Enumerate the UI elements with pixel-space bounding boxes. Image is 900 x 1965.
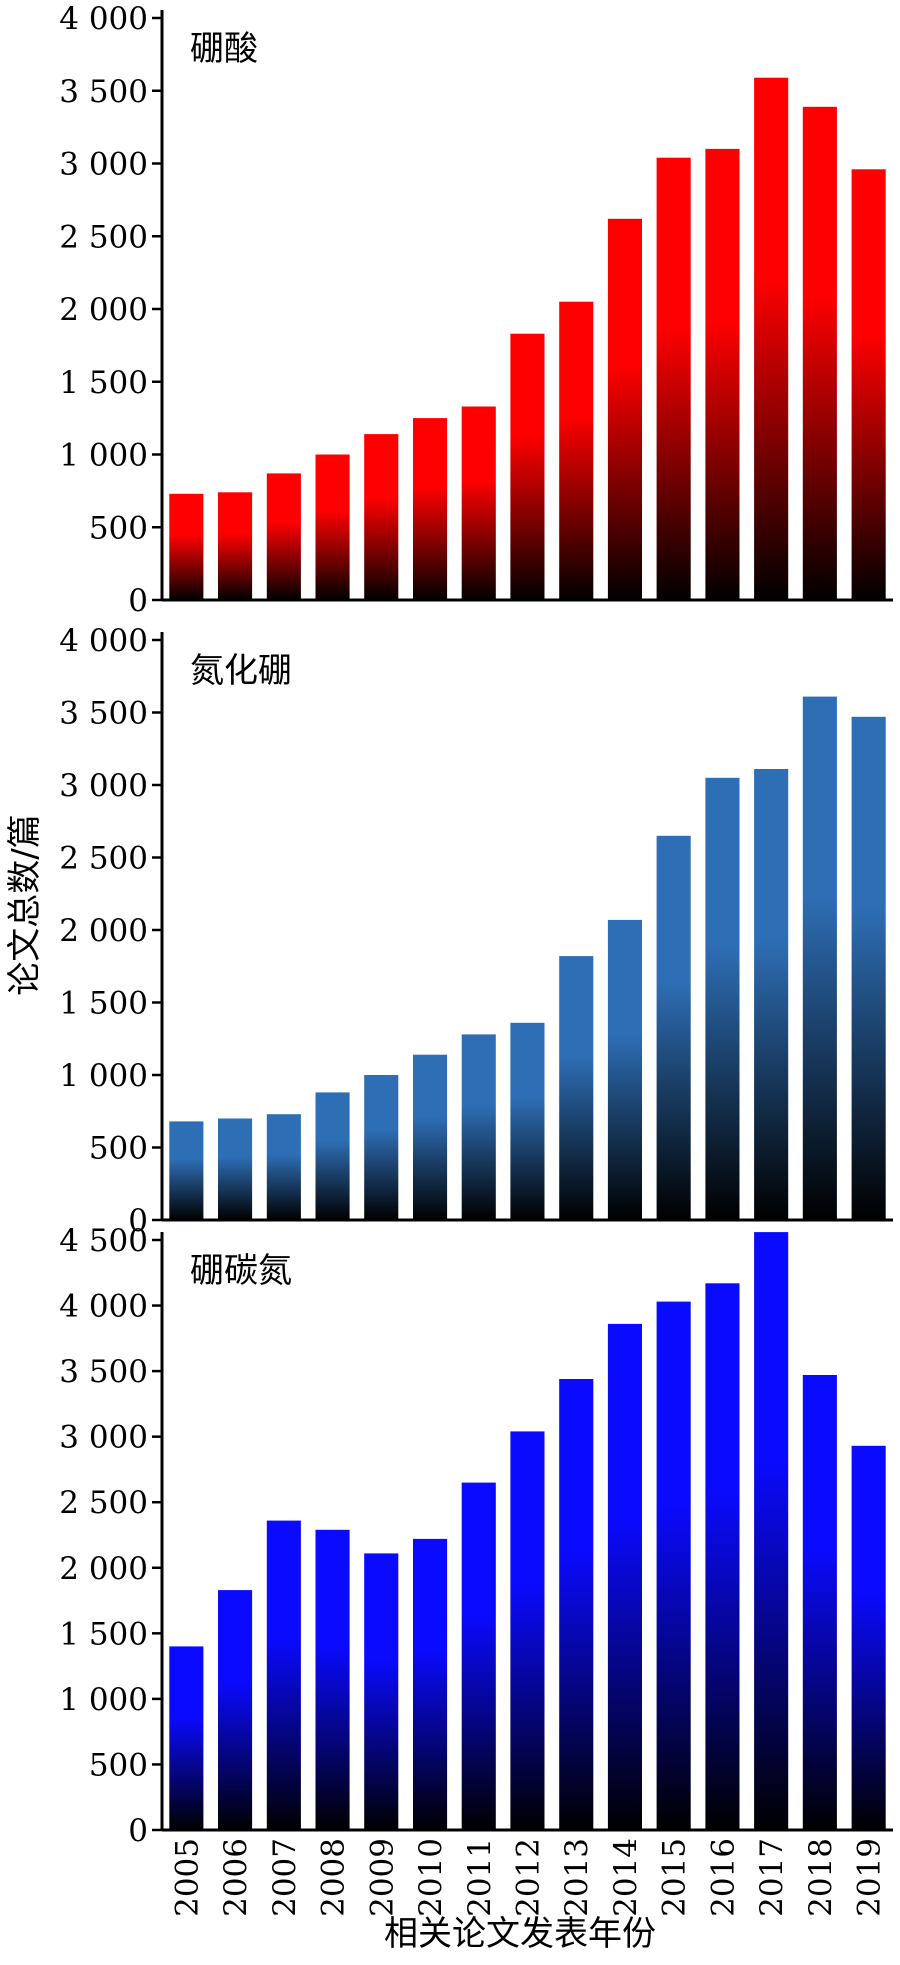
- x-axis-title: 相关论文发表年份: [384, 1914, 656, 1954]
- bar-2018: [802, 106, 837, 601]
- bar-2013: [559, 956, 594, 1220]
- bar-2005: [169, 1646, 204, 1830]
- bar-2008: [315, 1092, 350, 1220]
- bar-2016: [705, 148, 740, 600]
- panel-title: 氮化硼: [190, 651, 292, 691]
- bar-2014: [607, 919, 642, 1220]
- y-tick-label: 4 000: [59, 1289, 148, 1325]
- bar-2005: [169, 493, 204, 600]
- panel-title: 硼碳氮: [190, 1251, 292, 1291]
- bar-2018: [802, 1375, 837, 1830]
- y-tick-label: 500: [89, 510, 148, 546]
- bar-2014: [607, 1323, 642, 1830]
- bar-2015: [656, 157, 691, 600]
- bar-2015: [656, 1301, 691, 1830]
- bar-2005: [169, 1121, 204, 1220]
- x-tick-label: 2018: [803, 1838, 839, 1917]
- bar-2008: [315, 1529, 350, 1830]
- y-tick-label: 2 500: [59, 1485, 148, 1521]
- bar-2006: [218, 1590, 253, 1830]
- bar-2011: [461, 406, 496, 600]
- bar-2010: [413, 1054, 448, 1220]
- bar-2006: [218, 1118, 253, 1220]
- bar-2011: [461, 1482, 496, 1830]
- panel-title: 硼酸: [190, 29, 258, 69]
- bar-2007: [266, 473, 301, 600]
- y-tick-label: 3 000: [59, 768, 148, 804]
- y-tick-label: 4 500: [59, 1223, 148, 1259]
- bar-2016: [705, 777, 740, 1221]
- y-tick-label: 2 000: [59, 913, 148, 949]
- bar-2017: [754, 77, 789, 600]
- x-tick-label: 2006: [218, 1838, 254, 1917]
- bar-2017: [754, 769, 789, 1220]
- bar-2009: [364, 1553, 399, 1830]
- bar-2010: [413, 1538, 448, 1830]
- x-tick-label: 2016: [705, 1838, 741, 1917]
- y-tick-label: 1 000: [59, 438, 148, 474]
- y-tick-label: 0: [128, 583, 148, 619]
- y-tick-label: 2 500: [59, 219, 148, 255]
- x-tick-label: 2011: [462, 1838, 498, 1917]
- bar-2010: [413, 418, 448, 600]
- x-tick-label: 2013: [559, 1838, 595, 1917]
- y-tick-label: 2 000: [59, 292, 148, 328]
- x-tick-label: 2012: [511, 1838, 547, 1917]
- y-tick-label: 3 500: [59, 696, 148, 732]
- chart-panel-1: 0 500 1 000 1 500 2 000 2 500 3 000 3 500 4 000 硼…: [59, 1, 893, 619]
- y-axis-title: 论文总数/篇: [5, 814, 45, 995]
- y-tick-label: 3 500: [59, 1354, 148, 1390]
- y-tick-label: 1 000: [59, 1058, 148, 1094]
- y-tick-label: 500: [89, 1747, 148, 1783]
- bar-2019: [851, 1445, 886, 1830]
- chart-panel-3: 0 500 1 000 1 500 2 000 2 500 3 000 3 500 4 000 4…: [59, 1223, 893, 1917]
- bar-2018: [802, 696, 837, 1220]
- y-tick-label: 1 500: [59, 365, 148, 401]
- y-tick-label: 1 500: [59, 1616, 148, 1652]
- y-tick-label: 0: [128, 1203, 148, 1239]
- bar-2012: [510, 1022, 545, 1220]
- bar-2011: [461, 1034, 496, 1220]
- bar-2007: [266, 1114, 301, 1220]
- bar-2016: [705, 1283, 740, 1830]
- bar-2015: [656, 835, 691, 1221]
- y-tick-label: 2 500: [59, 841, 148, 877]
- bar-2013: [559, 1379, 594, 1830]
- bar-2012: [510, 1431, 545, 1830]
- y-tick-label: 500: [89, 1131, 148, 1167]
- bar-2009: [364, 1075, 399, 1220]
- bar-2012: [510, 333, 545, 600]
- y-tick-label: 4 000: [59, 1, 148, 37]
- x-tick-label: 2008: [316, 1838, 352, 1917]
- bar-2009: [364, 434, 399, 600]
- bar-2006: [218, 492, 253, 600]
- x-tick-label: 2017: [754, 1838, 790, 1917]
- x-tick-label: 2005: [169, 1838, 205, 1917]
- x-tick-label: 2015: [657, 1838, 693, 1917]
- chart-panel-2: 0 500 1 000 1 500 2 000 2 500 3 000 3 500 4 000 氮…: [59, 623, 893, 1239]
- bar-2019: [851, 169, 886, 601]
- y-tick-label: 1 500: [59, 986, 148, 1022]
- y-tick-label: 0: [128, 1813, 148, 1849]
- bar-2007: [266, 1520, 301, 1830]
- bar-2014: [607, 218, 642, 601]
- y-tick-label: 3 500: [59, 74, 148, 110]
- y-tick-label: 4 000: [59, 623, 148, 659]
- x-tick-label: 2014: [608, 1838, 644, 1917]
- y-tick-label: 2 000: [59, 1551, 148, 1587]
- y-tick-label: 3 000: [59, 1420, 148, 1456]
- bar-2013: [559, 301, 594, 600]
- bar-2019: [851, 716, 886, 1220]
- y-tick-label: 3 000: [59, 147, 148, 183]
- y-tick-label: 1 000: [59, 1682, 148, 1718]
- x-tick-label: 2009: [364, 1838, 400, 1917]
- x-tick-label: 2019: [852, 1838, 888, 1917]
- bar-2017: [754, 1232, 789, 1830]
- x-tick-label: 2010: [413, 1838, 449, 1917]
- x-tick-label: 2007: [267, 1838, 303, 1917]
- bar-2008: [315, 454, 350, 600]
